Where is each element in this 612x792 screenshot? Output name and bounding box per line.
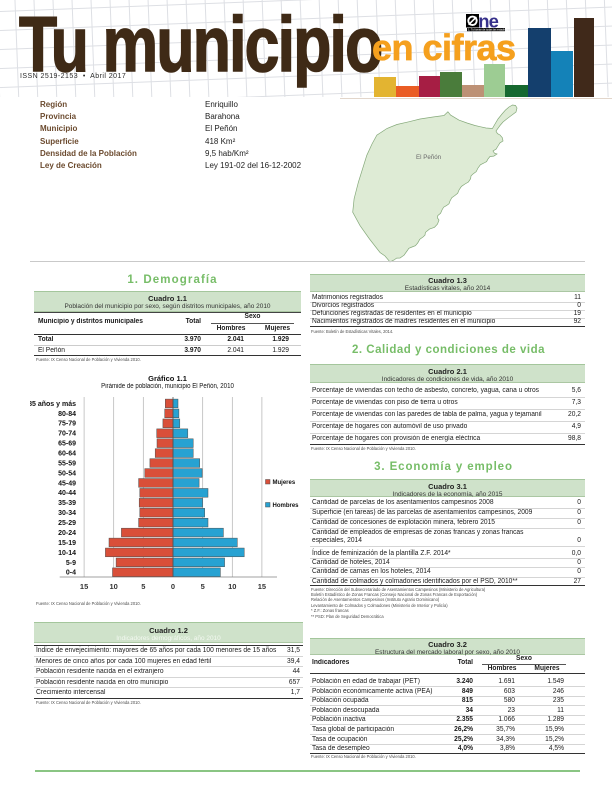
svg-text:10-14: 10-14	[58, 550, 76, 557]
svg-text:85 años y más: 85 años y más	[30, 401, 76, 408]
svg-text:15: 15	[80, 582, 88, 591]
svg-text:5: 5	[141, 582, 145, 591]
svg-text:20-24: 20-24	[58, 530, 76, 537]
svg-text:15: 15	[258, 582, 266, 591]
svg-text:80-84: 80-84	[58, 411, 76, 418]
svg-text:15-19: 15-19	[58, 540, 76, 547]
svg-text:70-74: 70-74	[58, 431, 76, 438]
svg-text:60-64: 60-64	[58, 451, 76, 458]
svg-text:El Peñón: El Peñón	[416, 154, 442, 161]
svg-text:30-34: 30-34	[58, 510, 76, 517]
svg-text:50-54: 50-54	[58, 470, 76, 477]
svg-text:ne: ne	[478, 13, 498, 31]
svg-text:65-69: 65-69	[58, 441, 76, 448]
svg-text:Hombres: Hombres	[273, 503, 300, 509]
svg-text:45-49: 45-49	[58, 480, 76, 487]
svg-text:10: 10	[228, 582, 236, 591]
svg-text:40-44: 40-44	[58, 490, 76, 497]
svg-text:55-59: 55-59	[58, 460, 76, 467]
svg-text:0: 0	[171, 582, 175, 591]
svg-text:5: 5	[201, 582, 205, 591]
svg-text:Mujeres: Mujeres	[273, 480, 296, 486]
svg-text:5-9: 5-9	[66, 560, 76, 567]
svg-text:10: 10	[110, 582, 118, 591]
svg-text:75-79: 75-79	[58, 421, 76, 428]
svg-text:1. Tu fuente de todas las esta: 1. Tu fuente de todas las estadísticas	[468, 28, 508, 32]
svg-text:0-4: 0-4	[66, 570, 76, 577]
svg-text:25-29: 25-29	[58, 520, 76, 527]
svg-text:35-39: 35-39	[58, 500, 76, 507]
